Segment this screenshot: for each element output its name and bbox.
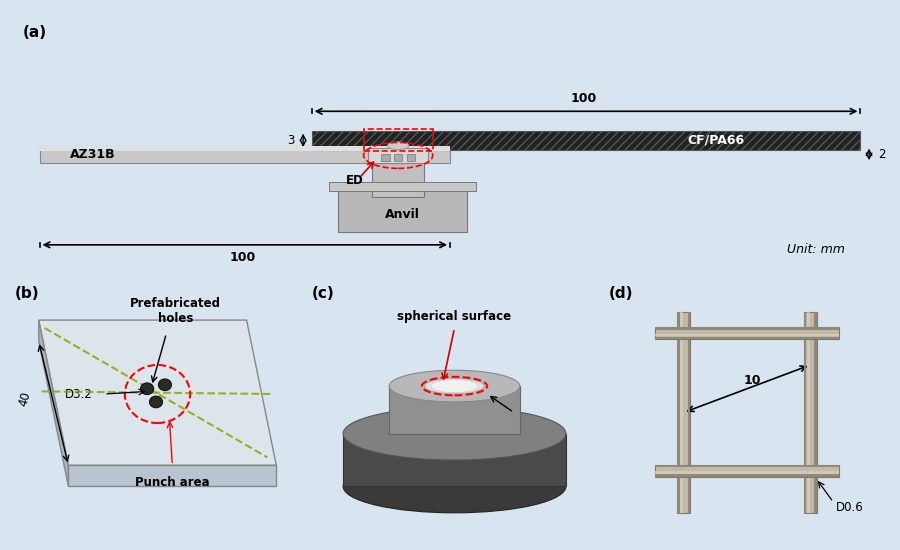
Bar (655, 327, 839, 339)
Text: CF/PA66: CF/PA66 (688, 134, 744, 147)
Text: (d): (d) (608, 286, 634, 301)
Text: 100: 100 (230, 251, 256, 265)
Ellipse shape (387, 142, 409, 150)
Bar (688, 312, 690, 513)
Text: D3.2: D3.2 (65, 388, 92, 400)
Bar (655, 334, 839, 336)
Bar (807, 312, 810, 513)
Bar (655, 337, 839, 339)
Text: (c): (c) (312, 286, 335, 301)
Text: Prefabricated
holes: Prefabricated holes (130, 298, 220, 326)
Bar (407, 155, 416, 161)
Text: D10: D10 (517, 415, 541, 428)
Text: Punch area: Punch area (135, 476, 210, 489)
Bar (40, 146, 450, 151)
Bar (381, 155, 390, 161)
Bar (364, 129, 433, 151)
Bar (368, 148, 428, 163)
Circle shape (149, 396, 163, 408)
Polygon shape (39, 320, 68, 486)
Ellipse shape (425, 378, 484, 394)
Text: AZ31B: AZ31B (70, 148, 115, 161)
Text: Unit: mm: Unit: mm (787, 243, 845, 256)
Bar (655, 474, 839, 476)
Polygon shape (389, 386, 520, 433)
Text: 40: 40 (16, 390, 32, 408)
Text: spherical surface: spherical surface (398, 310, 511, 323)
Bar (655, 465, 839, 476)
Text: 2: 2 (878, 148, 886, 161)
Bar (394, 155, 402, 161)
Text: 3: 3 (287, 134, 294, 147)
Bar (373, 163, 424, 197)
Bar (655, 465, 839, 467)
Text: Anvil: Anvil (385, 208, 420, 221)
Bar (677, 312, 690, 513)
Bar (311, 131, 860, 150)
Text: (a): (a) (22, 25, 47, 40)
Bar (655, 471, 839, 474)
Ellipse shape (389, 370, 520, 402)
Text: (b): (b) (15, 286, 40, 301)
Circle shape (140, 383, 154, 394)
Text: ED: ED (346, 174, 364, 186)
Bar (40, 146, 450, 163)
Text: 10: 10 (744, 375, 761, 387)
Bar (677, 312, 680, 513)
Ellipse shape (343, 460, 566, 513)
Bar (804, 312, 806, 513)
Bar (680, 312, 683, 513)
Bar (804, 312, 817, 513)
Text: 100: 100 (571, 92, 597, 105)
Polygon shape (343, 433, 566, 486)
Text: D0.6: D0.6 (836, 501, 864, 514)
Circle shape (158, 379, 172, 390)
Polygon shape (68, 465, 276, 486)
Bar (338, 189, 467, 232)
Bar (814, 312, 817, 513)
Ellipse shape (343, 407, 566, 460)
Polygon shape (39, 320, 276, 465)
Bar (655, 327, 839, 330)
Ellipse shape (431, 379, 478, 393)
Bar (329, 183, 476, 191)
